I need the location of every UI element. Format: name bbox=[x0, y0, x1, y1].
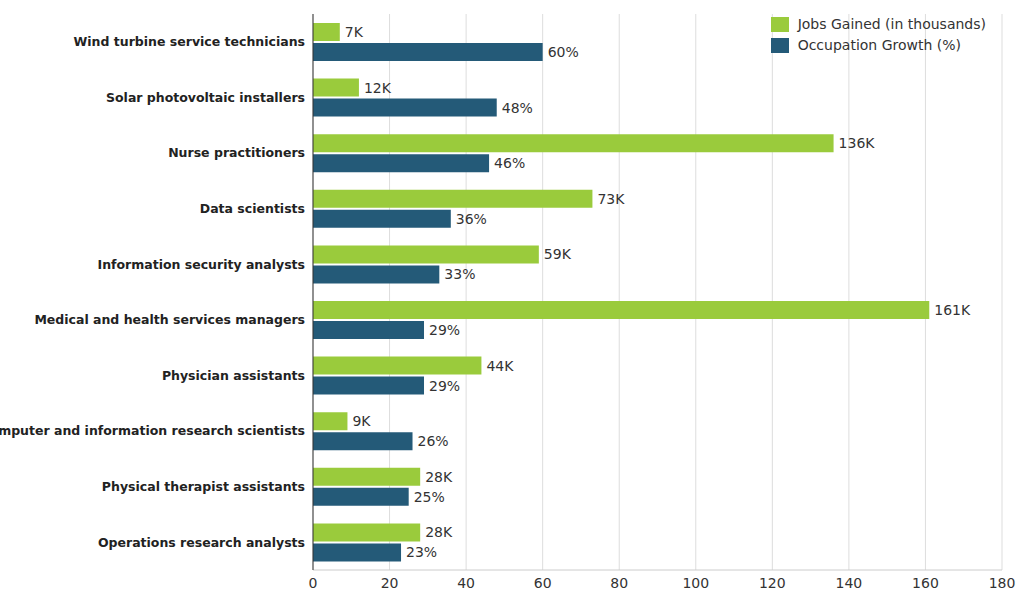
svg-text:44K: 44K bbox=[486, 358, 514, 374]
svg-text:80: 80 bbox=[610, 575, 628, 591]
svg-text:Solar photovoltaic installers: Solar photovoltaic installers bbox=[106, 90, 305, 105]
svg-text:73K: 73K bbox=[597, 191, 625, 207]
svg-text:Nurse practitioners: Nurse practitioners bbox=[168, 145, 305, 160]
svg-text:28K: 28K bbox=[425, 469, 453, 485]
svg-text:160: 160 bbox=[912, 575, 939, 591]
svg-text:28K: 28K bbox=[425, 524, 453, 540]
svg-text:29%: 29% bbox=[429, 378, 460, 394]
svg-text:100: 100 bbox=[682, 575, 709, 591]
svg-text:0: 0 bbox=[309, 575, 318, 591]
svg-text:59K: 59K bbox=[544, 246, 572, 262]
svg-text:Data scientists: Data scientists bbox=[200, 201, 305, 216]
svg-text:161K: 161K bbox=[934, 302, 971, 318]
svg-text:40: 40 bbox=[457, 575, 475, 591]
svg-text:Information security analysts: Information security analysts bbox=[97, 257, 305, 272]
svg-text:33%: 33% bbox=[444, 266, 475, 282]
svg-text:Wind turbine service technicia: Wind turbine service technicians bbox=[74, 34, 305, 49]
html-text:Occupation Growth (%): Occupation Growth (%) bbox=[797, 37, 961, 53]
svg-text:120: 120 bbox=[759, 575, 786, 591]
svg-text:25%: 25% bbox=[414, 489, 445, 505]
svg-text:180: 180 bbox=[989, 575, 1016, 591]
svg-text:23%: 23% bbox=[406, 544, 437, 560]
svg-text:46%: 46% bbox=[494, 155, 525, 171]
svg-text:Medical and health services ma: Medical and health services managers bbox=[34, 312, 305, 327]
svg-text:9K: 9K bbox=[352, 413, 371, 429]
svg-text:29%: 29% bbox=[429, 322, 460, 338]
svg-text:Physician assistants: Physician assistants bbox=[162, 368, 305, 383]
svg-text:12K: 12K bbox=[364, 80, 392, 96]
svg-text:48%: 48% bbox=[502, 100, 533, 116]
html-text:Jobs Gained (in thousands): Jobs Gained (in thousands) bbox=[797, 16, 986, 32]
svg-text:60: 60 bbox=[534, 575, 552, 591]
svg-text:136K: 136K bbox=[839, 135, 876, 151]
svg-text:36%: 36% bbox=[456, 211, 487, 227]
svg-text:Physical therapist assistants: Physical therapist assistants bbox=[102, 479, 305, 494]
svg-text:26%: 26% bbox=[418, 433, 449, 449]
svg-text:Computer and information resea: Computer and information research scient… bbox=[8, 423, 305, 438]
svg-text:Operations research analysts: Operations research analysts bbox=[98, 535, 305, 550]
svg-text:140: 140 bbox=[836, 575, 863, 591]
svg-text:7K: 7K bbox=[345, 24, 364, 40]
svg-text:60%: 60% bbox=[548, 44, 579, 60]
svg-text:20: 20 bbox=[381, 575, 399, 591]
